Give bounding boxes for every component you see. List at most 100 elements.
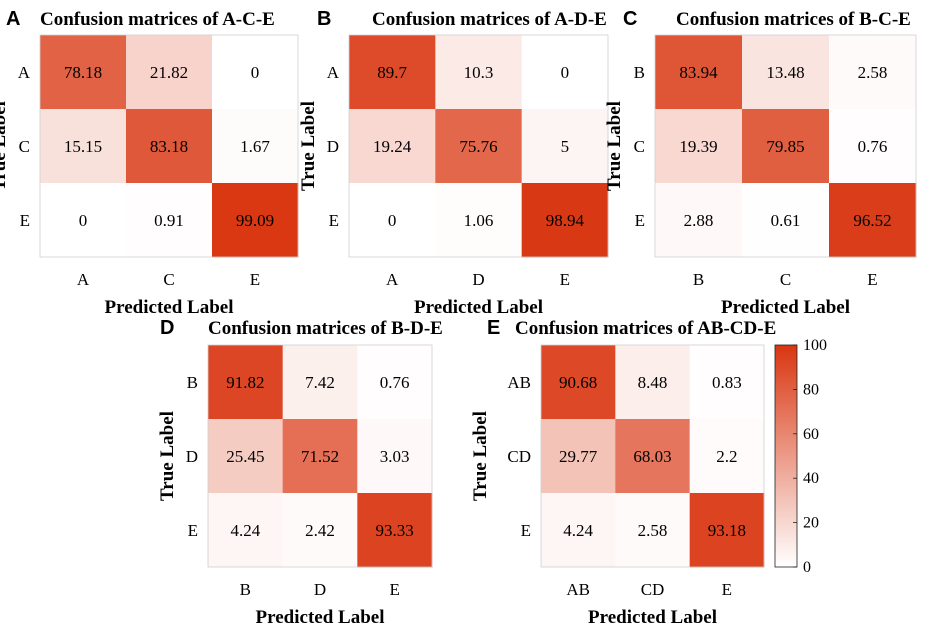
cell-value-label: 8.48 xyxy=(638,373,668,392)
cell-value-label: 96.52 xyxy=(853,211,891,230)
y-tick-label: B xyxy=(187,373,198,392)
heatmap-cell xyxy=(126,35,213,110)
cell-value-label: 1.67 xyxy=(240,137,270,156)
y-tick-label: CD xyxy=(507,447,531,466)
x-tick-label: A xyxy=(77,270,90,289)
y-tick-label: B xyxy=(634,63,645,82)
cell-value-label: 99.09 xyxy=(236,211,274,230)
heatmap-cell xyxy=(742,35,830,110)
heatmap-cell xyxy=(40,183,127,258)
panel-a: A Confusion matrices of A-C-E 78.18 21.82 0 1… xyxy=(0,8,299,318)
x-tick-label: B xyxy=(693,270,704,289)
colorbar-gradient xyxy=(774,344,798,568)
plot-frame xyxy=(39,34,299,258)
heatmap-cell xyxy=(615,419,691,494)
y-tick-label: E xyxy=(635,211,645,230)
heatmap-cell xyxy=(615,493,691,568)
x-tick-label: E xyxy=(560,270,570,289)
heatmap-cell xyxy=(282,419,358,494)
cell-value-label: 93.33 xyxy=(376,521,414,540)
cell-value-label: 2.88 xyxy=(684,211,714,230)
heatmap-cell xyxy=(541,345,616,420)
panel-letter: B xyxy=(317,8,331,30)
cell-value-label: 0.61 xyxy=(771,211,801,230)
cell-value-label: 13.48 xyxy=(766,63,804,82)
cell-value-label: 1.06 xyxy=(464,211,494,230)
cell-value-label: 2.58 xyxy=(858,63,888,82)
x-tick-label: D xyxy=(472,270,484,289)
heatmap-cell xyxy=(357,493,433,568)
cell-value-label: 89.7 xyxy=(377,63,407,82)
y-tick-label: A xyxy=(18,63,31,82)
heatmap-cell xyxy=(282,345,358,420)
x-tick-label: C xyxy=(780,270,791,289)
panel-letter: D xyxy=(160,317,174,339)
x-tick-label: D xyxy=(314,580,326,599)
plot-frame xyxy=(348,34,609,258)
panel-d: D Confusion matrices of B-D-E 91.82 7.42 0.7… xyxy=(157,317,443,623)
cell-value-label: 83.18 xyxy=(150,137,188,156)
heatmap-cell xyxy=(615,345,691,420)
heatmap-cell xyxy=(349,109,436,184)
y-tick-label: E xyxy=(188,521,198,540)
x-tick-label: C xyxy=(163,270,174,289)
x-axis-label: Predicted Label xyxy=(721,297,850,318)
x-tick-label: CD xyxy=(641,580,665,599)
heatmap-cell xyxy=(521,183,609,258)
colorbar-tick-label: 80 xyxy=(803,381,819,398)
x-tick-label: E xyxy=(389,580,399,599)
y-axis-label: True Label xyxy=(604,101,625,191)
heatmap-cell xyxy=(357,419,433,494)
y-axis-label: True Label xyxy=(0,101,10,191)
heatmap-cell xyxy=(282,493,358,568)
y-tick-label: AB xyxy=(507,373,531,392)
heatmap-cell xyxy=(126,183,213,258)
cell-value-label: 2.2 xyxy=(716,447,737,466)
cell-value-label: 79.85 xyxy=(766,137,804,156)
heatmap-cell xyxy=(541,493,616,568)
colorbar-tick-label: 100 xyxy=(803,337,827,354)
y-axis-label: True Label xyxy=(298,101,319,191)
heatmap-cell xyxy=(829,183,917,258)
heatmap-cell xyxy=(208,345,284,420)
cell-value-label: 83.94 xyxy=(679,63,718,82)
cell-value-label: 71.52 xyxy=(301,447,339,466)
cell-value-label: 0 xyxy=(79,211,88,230)
heatmap-cell xyxy=(829,35,917,110)
panel-c: C Confusion matrices of B-C-E 83.94 13.48 2.… xyxy=(604,8,917,318)
x-axis-label: Predicted Label xyxy=(588,607,717,623)
heatmap-cell xyxy=(349,183,436,258)
panel-letter: C xyxy=(623,8,637,30)
cell-value-label: 90.68 xyxy=(559,373,597,392)
panel-letter: A xyxy=(6,8,20,30)
heatmap-cell xyxy=(655,109,743,184)
heatmap-cell xyxy=(349,35,436,110)
heatmap-cell xyxy=(829,109,917,184)
x-tick-label: E xyxy=(867,270,877,289)
heatmap-cell xyxy=(655,35,743,110)
colorbar-tick-label: 40 xyxy=(803,470,819,487)
cell-value-label: 91.82 xyxy=(226,373,264,392)
cell-value-label: 10.3 xyxy=(464,63,494,82)
plot-frame xyxy=(654,34,917,258)
cell-value-label: 4.24 xyxy=(230,521,260,540)
panels: A Confusion matrices of A-C-E 78.18 21.82 0 1… xyxy=(0,8,917,623)
heatmap-cell xyxy=(208,419,284,494)
heatmap-cell xyxy=(40,35,127,110)
y-tick-label: A xyxy=(327,63,340,82)
cell-value-label: 5 xyxy=(561,137,570,156)
y-tick-label: D xyxy=(327,137,339,156)
cell-value-label: 29.77 xyxy=(559,447,598,466)
chart-title: Confusion matrices of AB-CD-E xyxy=(515,318,776,339)
y-tick-label: C xyxy=(19,137,30,156)
y-tick-label: C xyxy=(634,137,645,156)
heatmap-cell xyxy=(541,419,616,494)
heatmap-cell xyxy=(212,109,299,184)
cell-value-label: 0.91 xyxy=(154,211,184,230)
cell-value-label: 68.03 xyxy=(633,447,671,466)
chart-title: Confusion matrices of B-C-E xyxy=(676,9,911,30)
y-tick-label: E xyxy=(521,521,531,540)
heatmap-cell xyxy=(40,109,127,184)
heatmap-cell xyxy=(689,493,765,568)
heatmap-cell xyxy=(212,183,299,258)
